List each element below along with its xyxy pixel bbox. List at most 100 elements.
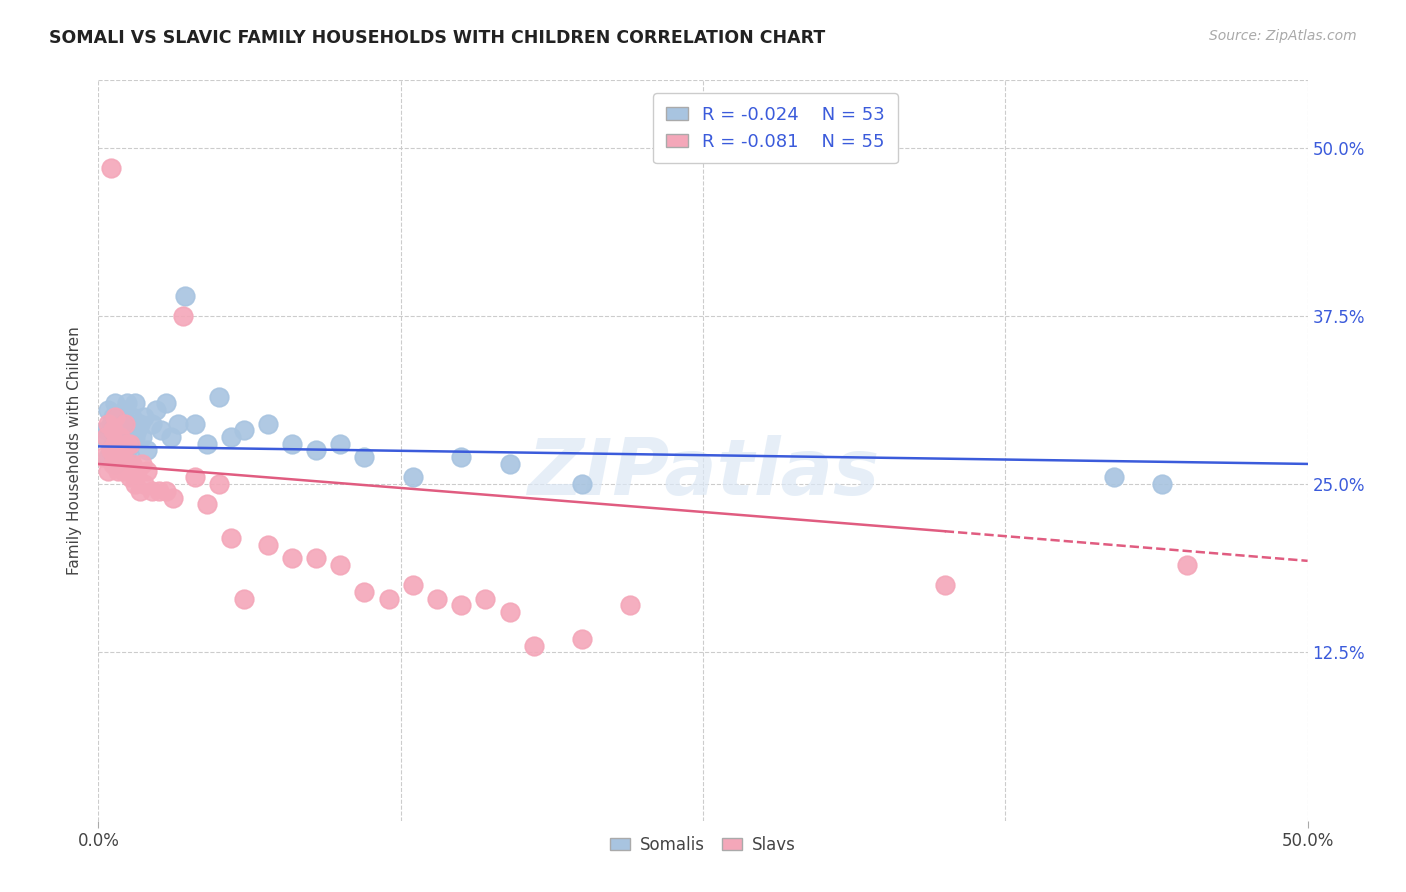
Point <box>195 436 218 450</box>
Point <box>474 591 496 606</box>
Point <box>208 477 231 491</box>
Text: Source: ZipAtlas.com: Source: ZipAtlas.com <box>1209 29 1357 43</box>
Point <box>1102 470 1125 484</box>
Point <box>1175 558 1198 572</box>
Point <box>127 464 149 478</box>
Point <box>118 450 141 465</box>
Point <box>121 457 143 471</box>
Point <box>141 483 163 498</box>
Point <box>114 457 136 471</box>
Text: SOMALI VS SLAVIC FAMILY HOUSEHOLDS WITH CHILDREN CORRELATION CHART: SOMALI VS SLAVIC FAMILY HOUSEHOLDS WITH … <box>49 29 825 46</box>
Point <box>100 161 122 175</box>
Point <box>256 538 278 552</box>
Point <box>108 409 131 424</box>
Point <box>131 430 153 444</box>
Point <box>353 450 375 465</box>
Point <box>135 464 157 478</box>
Point <box>117 396 139 410</box>
Point <box>118 417 141 431</box>
Point <box>402 578 425 592</box>
Point <box>134 477 156 491</box>
Point <box>155 396 177 410</box>
Point <box>100 443 122 458</box>
Point <box>329 436 352 450</box>
Point <box>305 551 328 566</box>
Point <box>281 551 304 566</box>
Point <box>101 457 124 471</box>
Point <box>155 483 177 498</box>
Point <box>111 450 134 465</box>
Point <box>131 457 153 471</box>
Point <box>221 531 243 545</box>
Point <box>108 450 131 465</box>
Point <box>377 591 399 606</box>
Point <box>111 443 134 458</box>
Point <box>571 477 593 491</box>
Point <box>121 409 143 424</box>
Point <box>114 417 136 431</box>
Point <box>256 417 278 431</box>
Legend: Somalis, Slavs: Somalis, Slavs <box>603 829 803 861</box>
Point <box>118 436 141 450</box>
Point <box>111 417 134 431</box>
Point <box>184 470 207 484</box>
Point <box>1152 477 1174 491</box>
Point <box>114 430 136 444</box>
Point <box>305 443 328 458</box>
Point <box>107 423 129 437</box>
Point <box>100 443 122 458</box>
Point <box>523 639 546 653</box>
Text: ZIPatlas: ZIPatlas <box>527 434 879 511</box>
Point <box>498 605 520 619</box>
Point <box>91 450 114 465</box>
Point <box>128 483 150 498</box>
Point <box>94 423 117 437</box>
Point <box>172 309 194 323</box>
Point <box>104 396 127 410</box>
Point <box>127 423 149 437</box>
Point <box>353 584 375 599</box>
Point <box>221 430 243 444</box>
Point <box>134 409 156 424</box>
Point <box>114 403 136 417</box>
Point <box>128 417 150 431</box>
Point <box>97 464 120 478</box>
Point <box>571 632 593 646</box>
Point <box>111 464 134 478</box>
Point <box>117 457 139 471</box>
Point <box>97 403 120 417</box>
Point <box>208 390 231 404</box>
Point <box>118 470 141 484</box>
Point <box>135 443 157 458</box>
Point <box>150 423 173 437</box>
Point <box>619 599 641 613</box>
Point <box>101 436 124 450</box>
Point <box>450 599 472 613</box>
Point <box>232 423 254 437</box>
Point <box>117 436 139 450</box>
Point <box>108 436 131 450</box>
Point <box>101 409 124 424</box>
Point <box>162 491 184 505</box>
Point <box>148 483 170 498</box>
Point <box>426 591 449 606</box>
Point <box>91 430 114 444</box>
Point <box>97 450 120 465</box>
Point <box>174 288 197 302</box>
Y-axis label: Family Households with Children: Family Households with Children <box>67 326 83 574</box>
Point <box>281 436 304 450</box>
Point <box>141 417 163 431</box>
Point <box>124 477 146 491</box>
Point <box>329 558 352 572</box>
Point <box>232 591 254 606</box>
Point <box>108 430 131 444</box>
Point <box>107 450 129 465</box>
Point <box>107 450 129 465</box>
Point <box>107 464 129 478</box>
Point <box>101 423 124 437</box>
Point <box>124 396 146 410</box>
Point <box>402 470 425 484</box>
Point <box>195 497 218 511</box>
Point <box>104 457 127 471</box>
Point <box>934 578 956 592</box>
